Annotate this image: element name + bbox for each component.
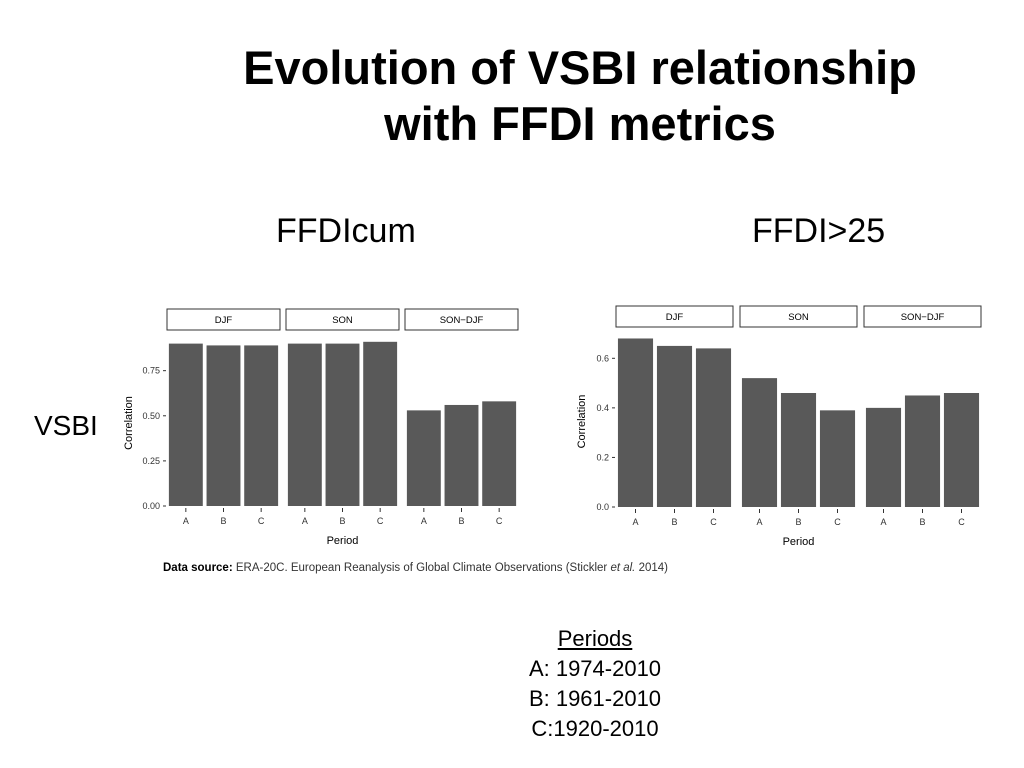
bar (168, 343, 203, 506)
data-source-label: Data source: (163, 562, 233, 574)
data-source-note: Data source: ERA-20C. European Reanalysi… (163, 562, 668, 574)
bar (287, 343, 322, 506)
facet-strip (166, 308, 281, 331)
bar (943, 393, 980, 507)
slide-title-line-1: Evolution of VSBI relationship (243, 41, 917, 94)
facet-strip-label: DJF (666, 312, 684, 323)
y-tick-label: 0.75 (142, 366, 160, 376)
period-b: B: 1961-2010 (528, 686, 662, 711)
bar (819, 410, 856, 507)
chart-ffdi25: 0.0 0.2 0.4 0.6 Correlation DJF A B C SON A B C SON−D… (576, 305, 982, 548)
facet-strip (863, 305, 982, 328)
facet-strip-label: SON (332, 315, 353, 326)
bar (865, 407, 902, 507)
periods-legend: Periods A: 1974-2010 B: 1961-2010 C:1920… (495, 624, 695, 744)
bar (444, 404, 479, 506)
bar (904, 395, 941, 507)
x-tick-label: C (496, 516, 503, 526)
y-tick-label: 0.0 (596, 502, 609, 512)
x-tick-label: A (756, 517, 762, 527)
y-axis-label: Correlation (576, 395, 588, 449)
bar (617, 338, 654, 507)
data-source-italic: et al. (610, 562, 636, 574)
x-tick-label: A (421, 516, 427, 526)
x-tick-label: C (258, 516, 265, 526)
bar (482, 401, 517, 506)
x-tick-label: C (710, 517, 717, 527)
bar (741, 378, 778, 507)
facet-strip-label: SON−DJF (901, 312, 945, 323)
chart-heading-ffdi25: FFDI>25 (752, 212, 886, 250)
x-tick-label: B (671, 517, 677, 527)
bar (780, 393, 817, 507)
x-tick-label: B (795, 517, 801, 527)
row-label-vsbi: VSBI (34, 410, 98, 441)
x-tick-label: A (880, 517, 886, 527)
bar (406, 410, 441, 506)
period-a: A: 1974-2010 (528, 656, 662, 681)
period-c: C:1920-2010 (531, 716, 659, 741)
x-tick-label: B (919, 517, 925, 527)
bar (695, 348, 732, 507)
chart-heading-ffdicum: FFDIcum (276, 212, 416, 250)
x-tick-label: B (220, 516, 226, 526)
periods-title: Periods (557, 626, 633, 651)
x-tick-label: C (377, 516, 384, 526)
bar (656, 345, 693, 507)
y-tick-label: 0.00 (142, 501, 160, 511)
facet-strip (285, 308, 400, 331)
x-tick-label: A (302, 516, 308, 526)
y-tick-label: 0.2 (596, 452, 609, 462)
y-axis-label: Correlation (123, 396, 135, 450)
x-tick-label: A (183, 516, 189, 526)
bar (363, 341, 398, 506)
facet-strip (615, 305, 734, 328)
y-tick-label: 0.50 (142, 411, 160, 421)
x-axis-label: Period (783, 536, 815, 548)
facet-strip-label: DJF (215, 315, 233, 326)
chart-ffdicum: 0.00 0.25 0.50 0.75 Correlation DJF A B C SON A B C S… (123, 308, 519, 547)
bar (244, 345, 279, 506)
slide-title-line-2: with FFDI metrics (384, 97, 776, 150)
bar (206, 345, 241, 506)
facet-strip-label: SON (788, 312, 809, 323)
y-tick-label: 0.25 (142, 456, 160, 466)
facet-strip (404, 308, 519, 331)
data-source-text: ERA-20C. European Reanalysis of Global C… (235, 562, 608, 574)
x-tick-label: C (958, 517, 965, 527)
x-axis-label: Period (327, 535, 359, 547)
x-tick-label: B (458, 516, 464, 526)
x-tick-label: C (834, 517, 841, 527)
x-tick-label: A (632, 517, 638, 527)
x-tick-label: B (339, 516, 345, 526)
slide-title: Evolution of VSBI relationship with FFDI… (150, 40, 1010, 152)
facet-strip-label: SON−DJF (440, 315, 484, 326)
bar (325, 343, 360, 506)
data-source-year: 2014) (638, 562, 668, 574)
y-tick-label: 0.4 (596, 403, 609, 413)
y-tick-label: 0.6 (596, 353, 609, 363)
facet-strip (739, 305, 858, 328)
